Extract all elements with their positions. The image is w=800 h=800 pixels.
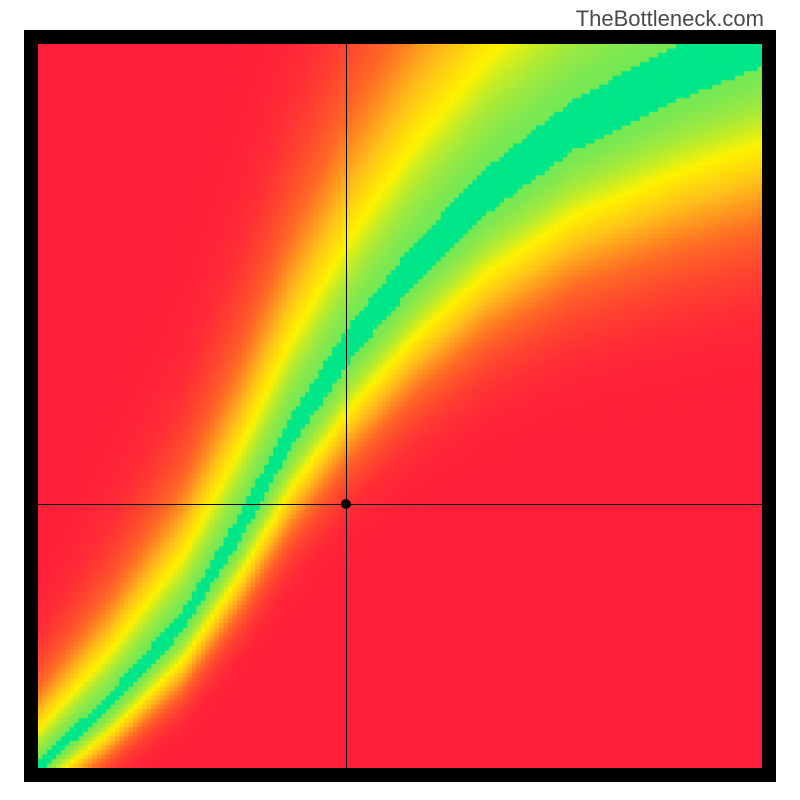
crosshair-marker bbox=[341, 499, 351, 509]
crosshair-horizontal bbox=[38, 504, 762, 505]
chart-frame bbox=[24, 30, 776, 782]
bottleneck-heatmap bbox=[38, 44, 762, 768]
watermark-text: TheBottleneck.com bbox=[576, 6, 764, 32]
crosshair-vertical bbox=[346, 44, 347, 768]
